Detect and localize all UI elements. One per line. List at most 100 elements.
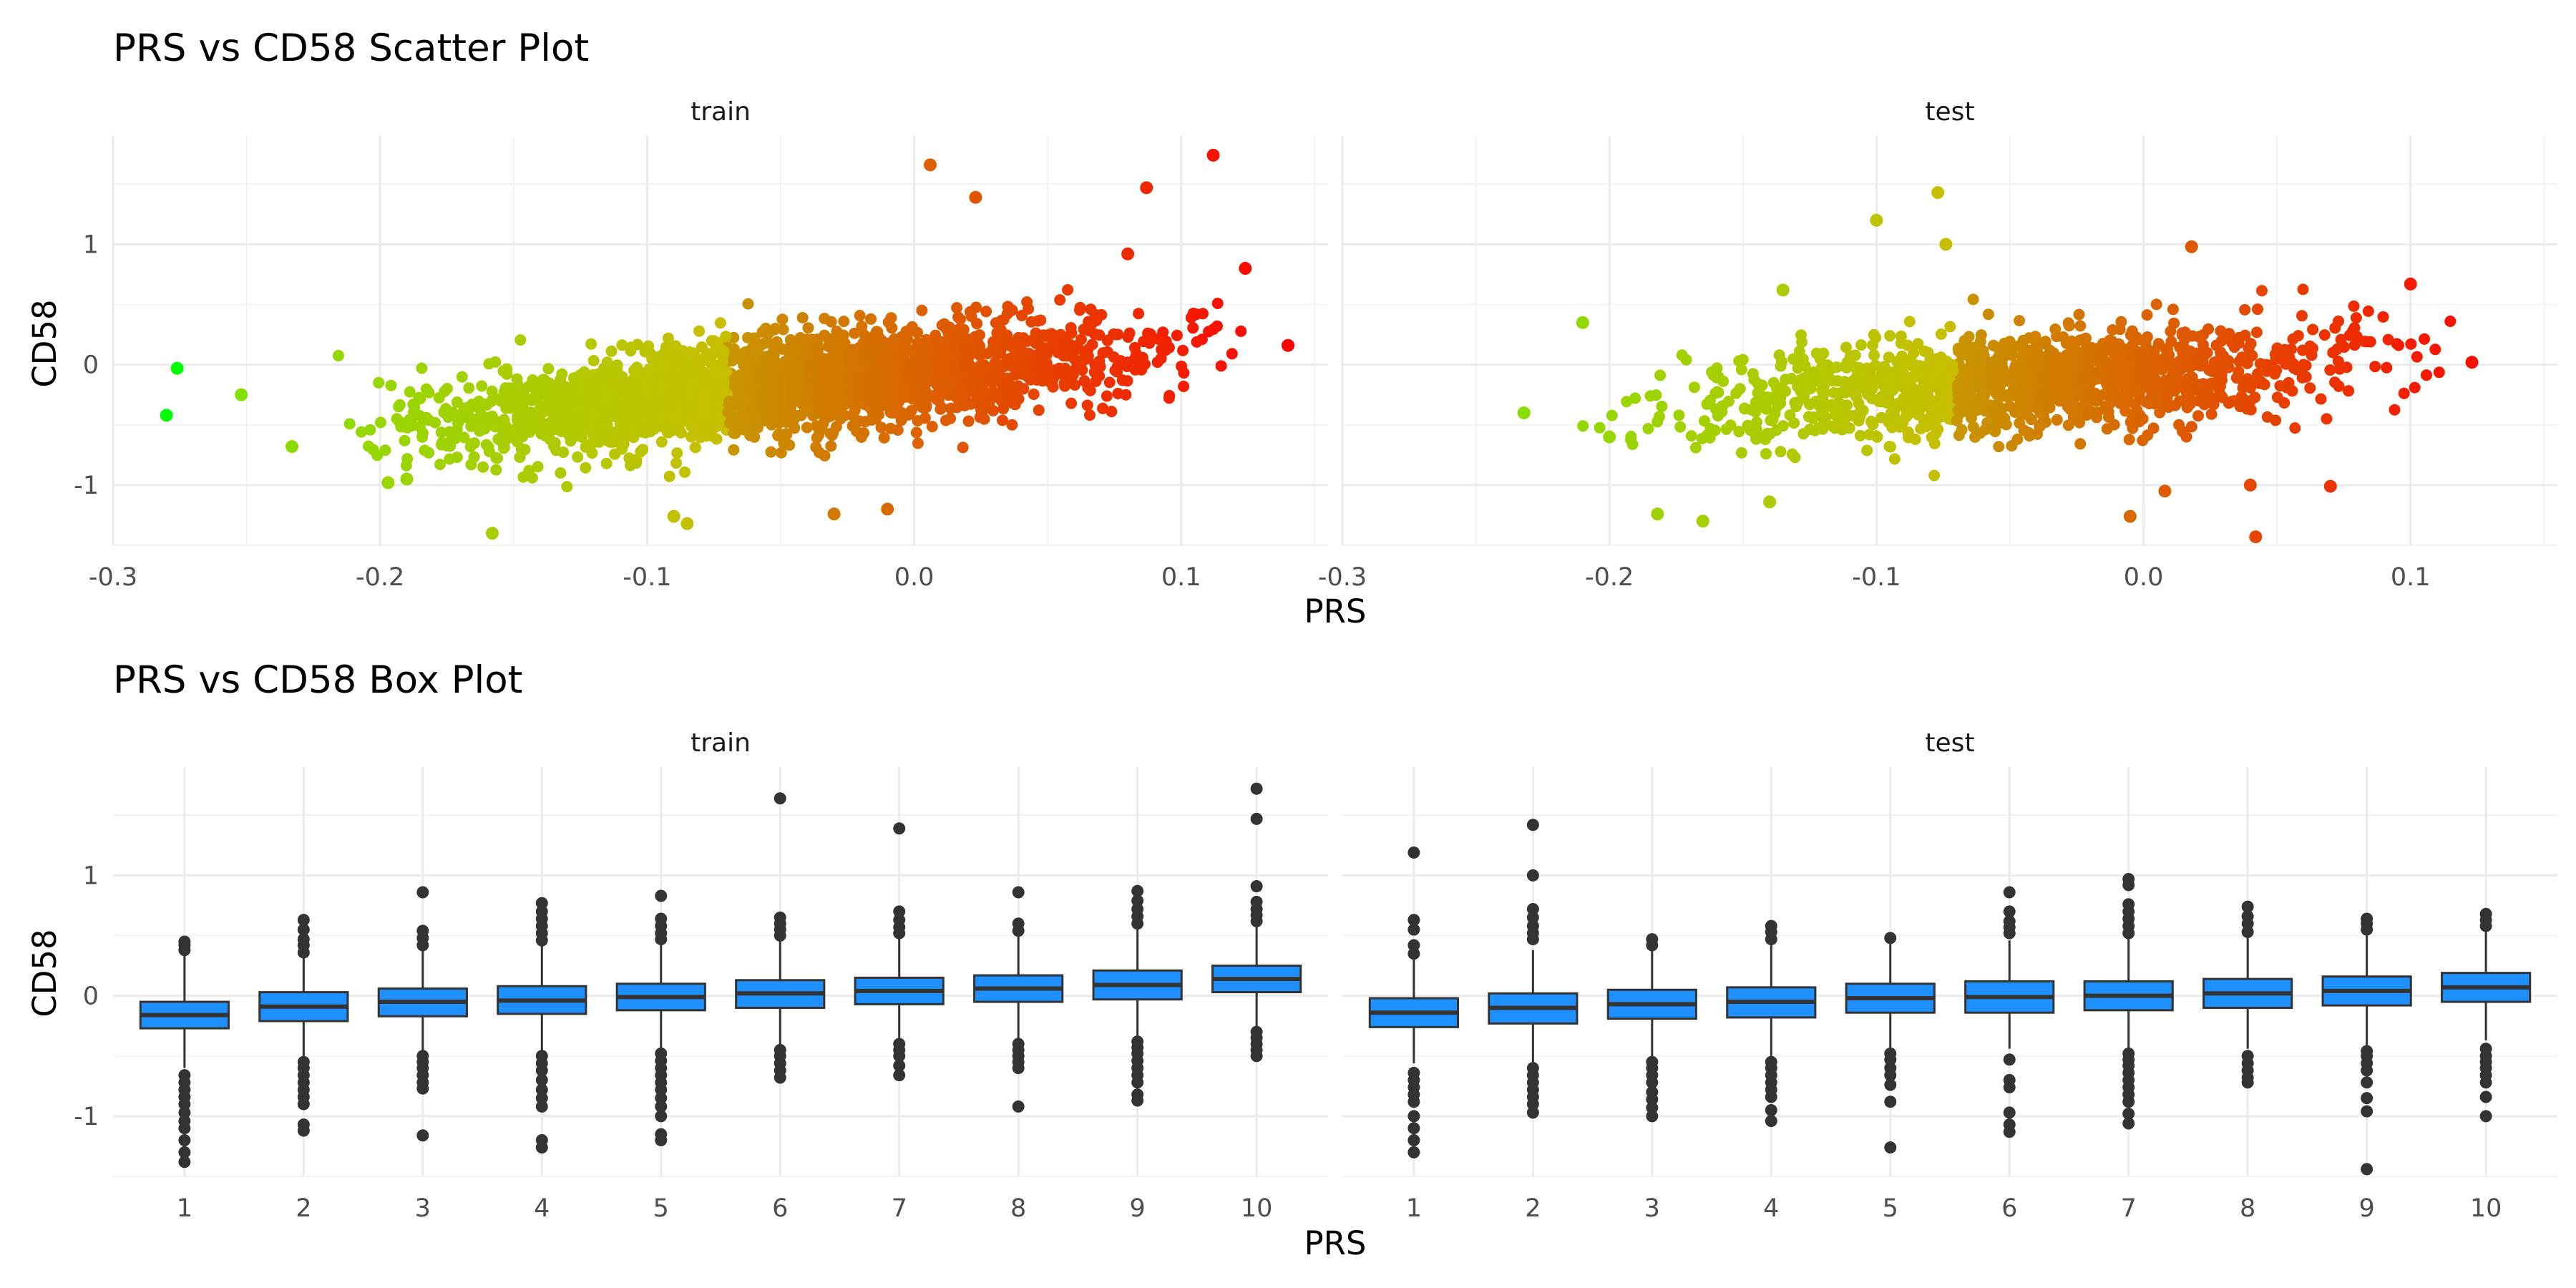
data-point xyxy=(974,345,986,357)
data-point xyxy=(2122,388,2135,400)
data-point xyxy=(936,341,948,353)
data-point xyxy=(374,416,386,429)
data-point xyxy=(1076,364,1088,376)
data-point xyxy=(477,398,489,410)
outlier-point xyxy=(1646,1076,1659,1089)
data-point xyxy=(1706,366,1718,378)
data-point xyxy=(1800,379,1813,391)
data-point xyxy=(1109,364,1121,376)
data-point xyxy=(882,381,894,393)
x-tick-label: -0.2 xyxy=(356,563,404,592)
data-point xyxy=(1101,390,1113,402)
outlier-point xyxy=(774,1071,786,1084)
data-point xyxy=(892,359,904,371)
outlier-point xyxy=(1526,903,1539,916)
data-point xyxy=(990,317,1002,329)
data-point xyxy=(420,411,432,424)
data-point xyxy=(444,440,457,452)
outlier-point xyxy=(655,889,668,902)
data-point xyxy=(1039,366,1051,379)
data-point xyxy=(1074,304,1085,316)
data-point xyxy=(940,414,952,426)
outlier-point xyxy=(416,924,429,937)
data-point xyxy=(2085,341,2097,353)
outlier-point xyxy=(297,914,310,927)
data-point xyxy=(850,362,862,374)
data-point xyxy=(1742,419,1754,431)
data-point xyxy=(799,401,811,414)
data-point xyxy=(1966,412,1977,424)
data-point xyxy=(1696,514,1709,528)
data-point xyxy=(741,371,753,383)
data-point xyxy=(756,391,768,403)
data-point xyxy=(1944,321,1956,333)
data-point xyxy=(535,403,547,415)
data-point xyxy=(2068,351,2080,363)
data-point xyxy=(2101,423,2113,435)
data-point xyxy=(2110,389,2122,401)
scatter-plot-title: PRS vs CD58 Scatter Plot xyxy=(113,26,589,70)
data-point xyxy=(1864,367,1876,379)
data-point xyxy=(1735,364,1747,376)
data-point xyxy=(616,443,628,455)
data-point xyxy=(619,421,631,433)
data-point xyxy=(1517,406,1531,419)
data-point xyxy=(1868,349,1880,361)
data-point xyxy=(650,399,662,411)
data-point xyxy=(2405,338,2417,350)
data-point xyxy=(2069,400,2081,412)
data-point xyxy=(819,382,831,394)
outlier-point xyxy=(2241,900,2254,913)
data-point xyxy=(1993,441,2005,453)
data-point xyxy=(1059,346,1071,358)
data-point xyxy=(1001,329,1013,341)
data-point xyxy=(2304,340,2316,352)
box-5 xyxy=(615,889,706,1147)
data-point xyxy=(776,343,789,355)
data-point xyxy=(1747,368,1759,380)
box-1 xyxy=(139,935,230,1169)
data-point xyxy=(592,417,604,429)
data-point xyxy=(734,399,746,411)
outlier-point xyxy=(1526,919,1539,932)
data-point xyxy=(532,461,544,473)
outlier-point xyxy=(2361,1076,2373,1089)
outlier-point xyxy=(2003,914,2016,927)
box-9 xyxy=(2321,912,2412,1176)
x-tick-label: 9 xyxy=(2359,1194,2375,1223)
data-point xyxy=(2398,387,2410,399)
data-point xyxy=(1776,283,1790,297)
data-point xyxy=(723,417,736,429)
data-point xyxy=(492,452,503,464)
data-point xyxy=(2014,315,2026,327)
outlier-point xyxy=(2003,1081,2016,1094)
data-point xyxy=(2034,421,2046,433)
data-point xyxy=(490,464,502,476)
data-point xyxy=(2289,422,2301,434)
outlier-point xyxy=(655,1110,668,1123)
data-point xyxy=(1065,397,1078,409)
data-point xyxy=(1840,341,1852,353)
data-point xyxy=(1935,373,1947,385)
outlier-point xyxy=(2122,872,2135,885)
data-point xyxy=(1120,389,1132,401)
data-point xyxy=(1889,416,1901,429)
x-tick-label: 7 xyxy=(2121,1194,2137,1223)
data-point xyxy=(1818,347,1830,359)
scatter-panel-train: train -0.3 -0.2 -0.1 0.0 0.1 -1 0 1 xyxy=(74,97,1328,592)
data-point xyxy=(2185,240,2198,253)
outlier-point xyxy=(655,912,668,925)
data-point xyxy=(1959,401,1971,413)
data-point xyxy=(1081,399,1093,411)
data-point xyxy=(912,437,924,449)
outlier-point xyxy=(1012,1062,1025,1075)
outlier-point xyxy=(1526,911,1539,924)
data-point xyxy=(713,367,724,379)
data-point xyxy=(938,378,950,389)
data-point xyxy=(1828,387,1840,399)
scatter-panels: train -0.3 -0.2 -0.1 0.0 0.1 -1 0 1 test -0.3 -0.2 -… xyxy=(74,97,2557,592)
x-tick-label: 5 xyxy=(1883,1194,1898,1223)
data-point xyxy=(738,359,750,371)
data-point xyxy=(945,402,957,414)
data-point xyxy=(1971,362,1984,374)
